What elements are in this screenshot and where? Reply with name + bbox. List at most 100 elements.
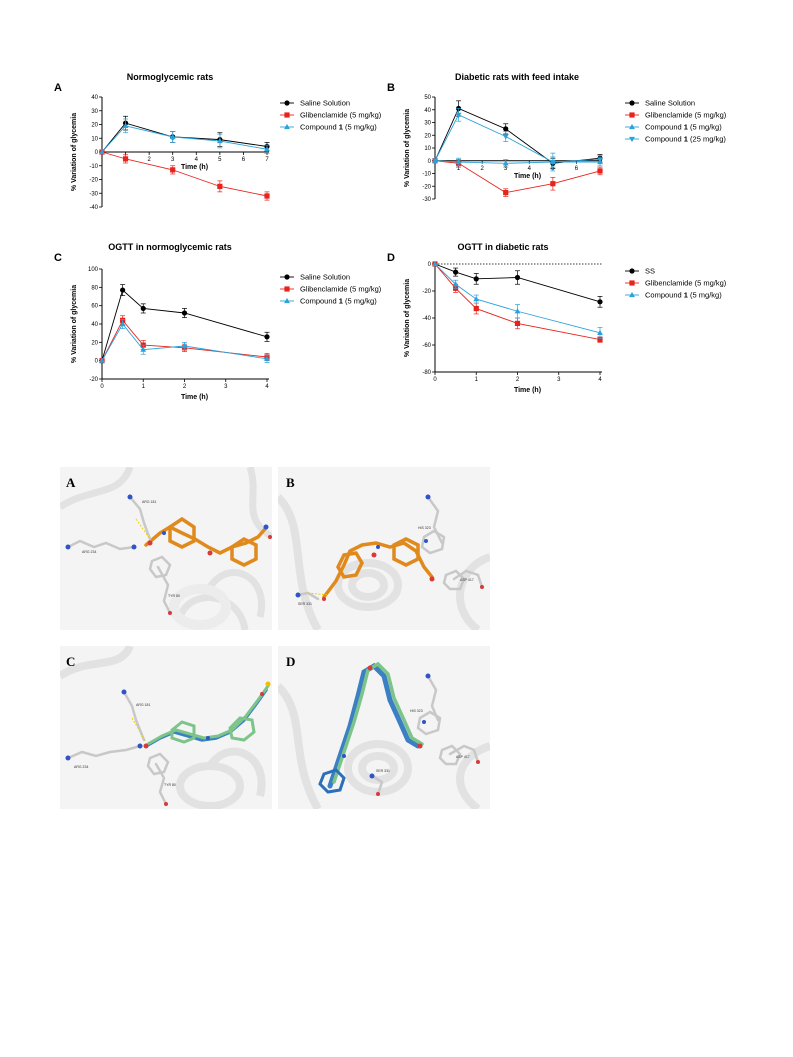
data-point-comp1 <box>452 281 459 287</box>
legend-text: Compound <box>300 297 339 306</box>
data-point-comp1 <box>140 346 147 352</box>
x-tick-label: 2 <box>147 157 151 163</box>
residue-label: ARG 234 <box>82 550 96 554</box>
data-point-gliben <box>264 193 270 199</box>
data-point-comp1 <box>597 329 603 335</box>
x-tick-label: 5 <box>218 157 222 163</box>
x-tick-label: 0 <box>433 377 437 383</box>
y-tick-label: -40 <box>89 205 98 211</box>
y-tick-label: -30 <box>89 191 98 197</box>
residue-label: TYR 80 <box>168 594 180 598</box>
legend-entry: Compound 1 (5 mg/kg) <box>300 123 377 132</box>
legend-text: (25 mg/kg) <box>688 135 726 144</box>
legend-text: (5 mg/kg) <box>343 297 377 306</box>
legend-marker <box>284 286 290 292</box>
data-point-gliben <box>217 183 223 189</box>
data-point-comp1_25 <box>455 112 462 118</box>
legend-entry: Glibenclamide (5 mg/kg) <box>300 111 382 120</box>
y-axis-label: % Variation of glycemia <box>71 285 78 363</box>
docking-image-c: C ARG 181 ARG 234 TYR 80 <box>60 646 272 809</box>
y-tick-label: -20 <box>89 178 98 184</box>
x-axis-label: Time (h) <box>514 387 541 394</box>
residue-label: TYR 80 <box>164 783 176 787</box>
x-tick-label: 4 <box>528 166 532 172</box>
x-tick-label: 3 <box>171 157 175 163</box>
x-tick-label: 4 <box>598 377 602 383</box>
data-point-gliben <box>550 181 556 187</box>
y-tick-label: 10 <box>424 146 431 152</box>
data-point-ss <box>453 269 459 275</box>
y-tick-label: 0 <box>95 359 99 365</box>
legend-marker <box>629 123 635 130</box>
chart-title: Normoglycemic rats <box>127 72 214 82</box>
data-point-gliben <box>597 168 603 174</box>
residue-label: HIS 323 <box>418 526 431 530</box>
y-tick-label: 30 <box>91 109 98 115</box>
legend-text-bold: 1 <box>684 291 688 300</box>
y-tick-label: 0 <box>95 150 99 156</box>
y-tick-label: 0 <box>428 159 432 165</box>
y-tick-label: -80 <box>422 370 431 376</box>
y-tick-label: 20 <box>91 340 98 346</box>
data-point-comp1 <box>99 357 105 363</box>
legend-marker <box>629 136 635 143</box>
data-point-comp1 <box>122 122 129 128</box>
legend-text: (5 mg/kg) <box>688 291 722 300</box>
y-tick-label: -40 <box>422 316 431 322</box>
x-tick-label: 7 <box>265 157 269 163</box>
y-tick-label: 20 <box>424 133 431 139</box>
legend-marker <box>284 123 290 130</box>
x-tick-label: 2 <box>183 384 187 390</box>
legend-text: Compound <box>300 123 339 132</box>
residue-label: HIS 323 <box>410 709 423 713</box>
data-point-comp1 <box>473 296 480 302</box>
legend-text: Compound <box>645 291 684 300</box>
data-point-comp1 <box>169 133 176 139</box>
data-point-saline <box>503 126 509 132</box>
legend-text: Glibenclamide (5 mg/kg) <box>645 111 727 120</box>
residue-label: ARG 181 <box>136 703 150 707</box>
data-point-gliben <box>473 305 479 312</box>
docking-letter-b: B <box>286 475 295 490</box>
residue-label: ASP 417 <box>460 578 474 582</box>
legend-text: Glibenclamide (5 mg/kg) <box>300 285 382 294</box>
legend-marker <box>284 297 290 304</box>
data-point-comp1 <box>264 146 270 152</box>
data-point-comp1 <box>99 148 105 155</box>
x-tick-label: 3 <box>557 377 561 383</box>
x-tick-label: 2 <box>480 166 484 172</box>
y-tick-label: -20 <box>89 377 98 383</box>
legend-entry: Compound 1 (5 mg/kg) <box>645 123 722 132</box>
series-line-saline <box>434 107 601 164</box>
docking-image-b: B HIS 323 SER 331 ASP 417 <box>278 467 490 630</box>
x-tick-label: 4 <box>195 157 199 163</box>
x-axis-label: Time (h) <box>181 164 208 171</box>
x-tick-label: 3 <box>504 166 508 172</box>
legend-text: Saline Solution <box>300 273 350 282</box>
y-tick-label: 100 <box>88 267 99 273</box>
legend-marker <box>629 100 635 106</box>
y-tick-label: 40 <box>91 322 98 328</box>
x-tick-label: 1 <box>142 384 146 390</box>
legend-entry: Saline Solution <box>645 99 695 108</box>
y-axis-label: % Variation of glycemia <box>404 279 411 357</box>
legend-text: Glibenclamide (5 mg/kg) <box>645 279 727 288</box>
residue-label: SER 331 <box>376 769 390 773</box>
legend-text-bold: 1 <box>684 135 688 144</box>
y-tick-label: 10 <box>91 136 98 142</box>
data-point-comp1_25 <box>549 159 556 166</box>
y-tick-label: 60 <box>91 304 98 310</box>
legend-text: Compound <box>645 135 684 144</box>
data-point-comp1_25 <box>432 158 438 164</box>
data-point-gliben <box>122 156 129 162</box>
data-point-ss <box>473 276 479 282</box>
legend-text-bold: 1 <box>684 123 688 132</box>
docking-letter-a: A <box>66 475 76 490</box>
chart-title: OGTT in normoglycemic rats <box>108 242 232 252</box>
x-tick-label: 0 <box>100 384 104 390</box>
legend-text: (5 mg/kg) <box>343 123 377 132</box>
chart-panel-a: A Normoglycemic rats 40 30 20 10 0 -10 -20 -30 -40… <box>54 72 382 211</box>
data-point-saline <box>140 305 146 312</box>
